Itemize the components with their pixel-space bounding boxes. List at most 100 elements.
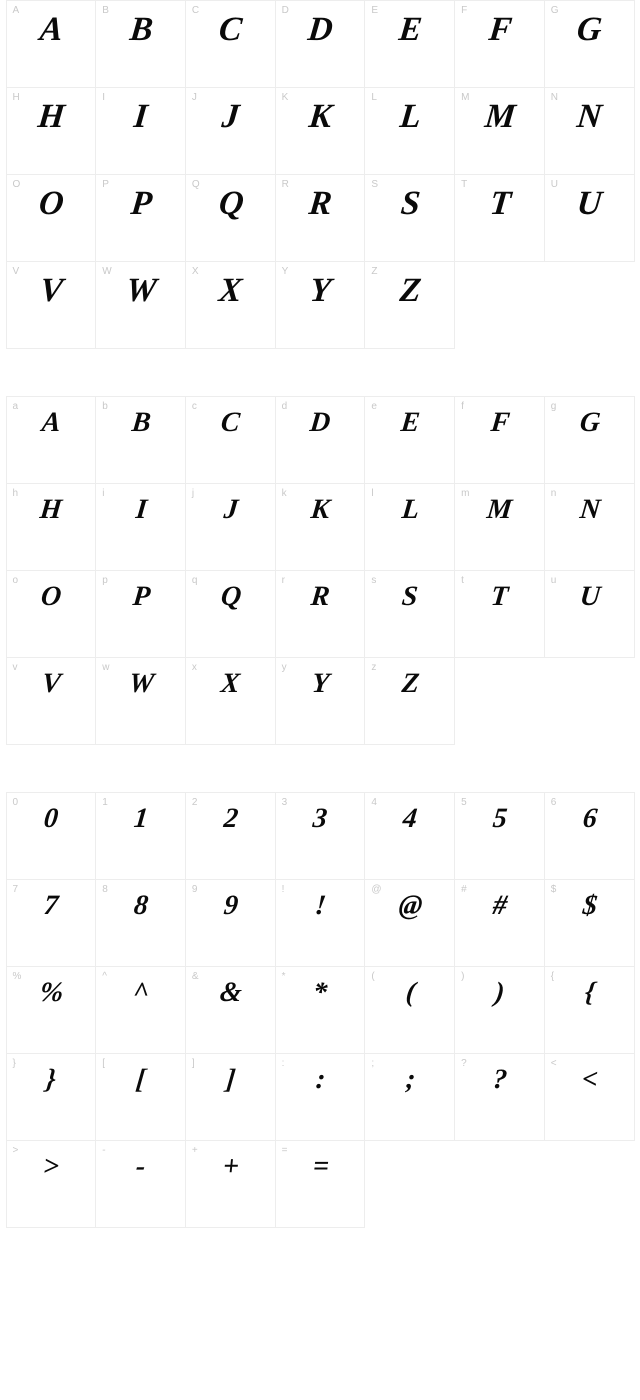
cell-glyph: K [310,496,331,524]
cell-glyph: Z [400,670,419,698]
cell-glyph: V [38,274,63,308]
glyph-section-uppercase: AABBCCDDEEFFGGHHIIJJKKLLMMNNOOPPQQRRSSTT… [6,0,634,348]
cell-key-label: E [371,5,378,16]
cell-key-label: x [192,662,197,673]
cell-glyph: > [42,1153,60,1181]
glyph-cell: dD [275,396,366,484]
glyph-cell: gG [544,396,635,484]
cell-glyph: # [491,892,507,920]
glyph-cell: (( [364,966,455,1054]
glyph-cell: {{ [544,966,635,1054]
cell-key-label: 3 [282,797,288,808]
cell-glyph: O [40,583,62,611]
cell-glyph: O [37,187,64,221]
cell-key-label: Z [371,266,377,277]
cell-glyph: @ [397,892,422,920]
cell-key-label: c [192,401,197,412]
cell-key-label: V [13,266,20,277]
glyph-cell: MM [454,87,545,175]
glyph-cell: 33 [275,792,366,880]
cell-glyph: 4 [402,805,418,833]
glyph-cell: SS [364,174,455,262]
cell-key-label: 9 [192,884,198,895]
cell-key-label: f [461,401,464,412]
cell-key-label: e [371,401,377,412]
cell-glyph: A [38,13,63,47]
cell-glyph: B [130,409,151,437]
glyph-cell: hH [6,483,97,571]
cell-glyph: A [41,409,62,437]
cell-glyph: - [135,1153,146,1181]
cell-key-label: % [13,971,22,982]
cell-glyph: Y [310,670,329,698]
cell-glyph: I [134,496,147,524]
glyph-cell: && [185,966,276,1054]
cell-glyph: Z [398,274,421,308]
cell-key-label: R [282,179,289,190]
glyph-cell: HH [6,87,97,175]
cell-glyph: J [220,100,240,134]
cell-glyph: F [489,409,510,437]
cell-key-label: B [102,5,109,16]
glyph-cell: ;; [364,1053,455,1141]
glyph-cell: YY [275,261,366,349]
cell-glyph: * [312,979,328,1007]
glyph-cell: QQ [185,174,276,262]
cell-key-label: N [551,92,558,103]
cell-key-label: # [461,884,467,895]
cell-glyph: E [397,13,422,47]
cell-glyph: L [398,100,421,134]
cell-key-label: y [282,662,287,673]
cell-key-label: ( [371,971,374,982]
glyph-cell: aA [6,396,97,484]
cell-glyph: S [399,187,420,221]
cell-key-label: Y [282,266,289,277]
cell-glyph: N [576,100,603,134]
glyph-section-numbers-symbols: 00112233445566778899!!@@##$$%%^^&&**(())… [6,792,634,1227]
glyph-cell: 77 [6,879,97,967]
cell-key-label: @ [371,884,381,895]
cell-glyph: < [580,1066,598,1094]
cell-glyph: L [400,496,419,524]
cell-key-label: 0 [13,797,19,808]
cell-key-label: w [102,662,109,673]
cell-glyph: H [36,100,65,134]
glyph-cell: DD [275,0,366,88]
cell-key-label: O [13,179,21,190]
glyph-section-lowercase: aAbBcCdDeEfFgGhHiIjJkKlLmMnNoOpPqQrRsStT… [6,396,634,744]
cell-glyph: W [124,274,157,308]
glyph-cell: kK [275,483,366,571]
glyph-cell: ?? [454,1053,545,1141]
glyph-cell: tT [454,570,545,658]
glyph-cell: UU [544,174,635,262]
cell-key-label: k [282,488,287,499]
cell-glyph: Q [219,583,241,611]
cell-glyph: ! [314,892,327,920]
glyph-cell: OO [6,174,97,262]
cell-glyph: F [487,13,512,47]
glyph-cell: pP [95,570,186,658]
glyph-cell: [[ [95,1053,186,1141]
cell-glyph: 7 [43,892,59,920]
cell-glyph: 1 [133,805,149,833]
cell-key-label: D [282,5,289,16]
glyph-cell: ]] [185,1053,276,1141]
cell-key-label: ] [192,1058,195,1069]
glyph-cell: 44 [364,792,455,880]
cell-glyph: M [483,100,516,134]
cell-key-label: T [461,179,467,190]
cell-glyph: [ [135,1066,146,1094]
cell-key-label: 1 [102,797,108,808]
glyph-cell: LL [364,87,455,175]
cell-key-label: F [461,5,467,16]
glyph-cell: RR [275,174,366,262]
character-map-root: AABBCCDDEEFFGGHHIIJJKKLLMMNNOOPPQQRRSSTT… [6,0,634,1227]
glyph-cell: -- [95,1140,186,1228]
cell-key-label: v [13,662,18,673]
cell-glyph: H [39,496,63,524]
cell-key-label: + [192,1145,198,1156]
cell-key-label: l [371,488,373,499]
cell-key-label: z [371,662,376,673]
cell-glyph: X [218,274,243,308]
cell-glyph: Y [308,274,331,308]
